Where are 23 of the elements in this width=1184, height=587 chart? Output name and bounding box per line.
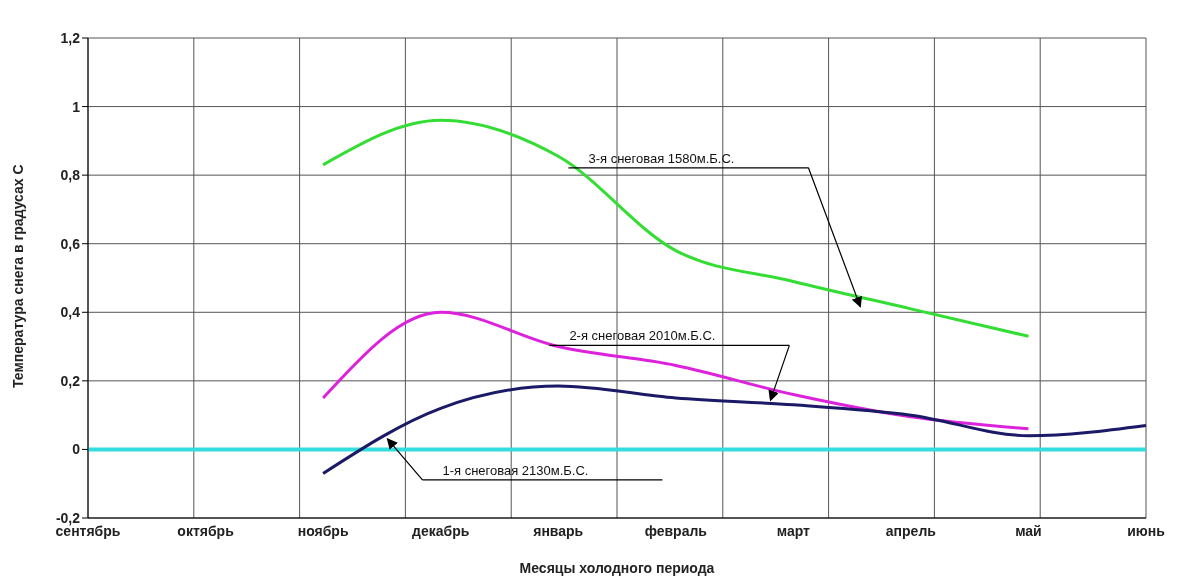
x-tick-label: декабрь xyxy=(412,522,470,539)
x-tick-label: апрель xyxy=(885,522,937,539)
x-tick-label: февраль xyxy=(644,522,708,539)
x-tick-label: июнь xyxy=(1127,522,1166,539)
y-axis-title: Температура снега в градусах С xyxy=(9,164,26,388)
y-tick-label: 0,4 xyxy=(60,304,81,321)
annotation: 2-я снеговая 2010м.Б.С. xyxy=(569,328,716,344)
line-series xyxy=(321,118,1030,338)
line-series xyxy=(321,384,1148,475)
x-tick-label: январь xyxy=(533,522,584,539)
y-tick-label: 0 xyxy=(72,441,81,458)
x-tick-label: октябрь xyxy=(177,522,235,539)
x-tick-label: ноябрь xyxy=(297,522,349,539)
y-tick-label: 0,6 xyxy=(60,235,81,252)
y-tick-label: 1,2 xyxy=(60,29,81,46)
x-tick-label: май xyxy=(1015,522,1042,539)
x-tick-label: март xyxy=(776,522,811,539)
x-axis-title: Месяцы холодного периода xyxy=(519,560,715,576)
annotation: 1-я снеговая 2130м.Б.С. xyxy=(442,462,589,478)
y-tick-label: 0,8 xyxy=(60,167,81,184)
y-tick-label: 0,2 xyxy=(60,372,81,389)
annotation: 3-я снеговая 1580м.Б.С. xyxy=(588,150,735,166)
y-tick-label: 1 xyxy=(72,98,81,115)
